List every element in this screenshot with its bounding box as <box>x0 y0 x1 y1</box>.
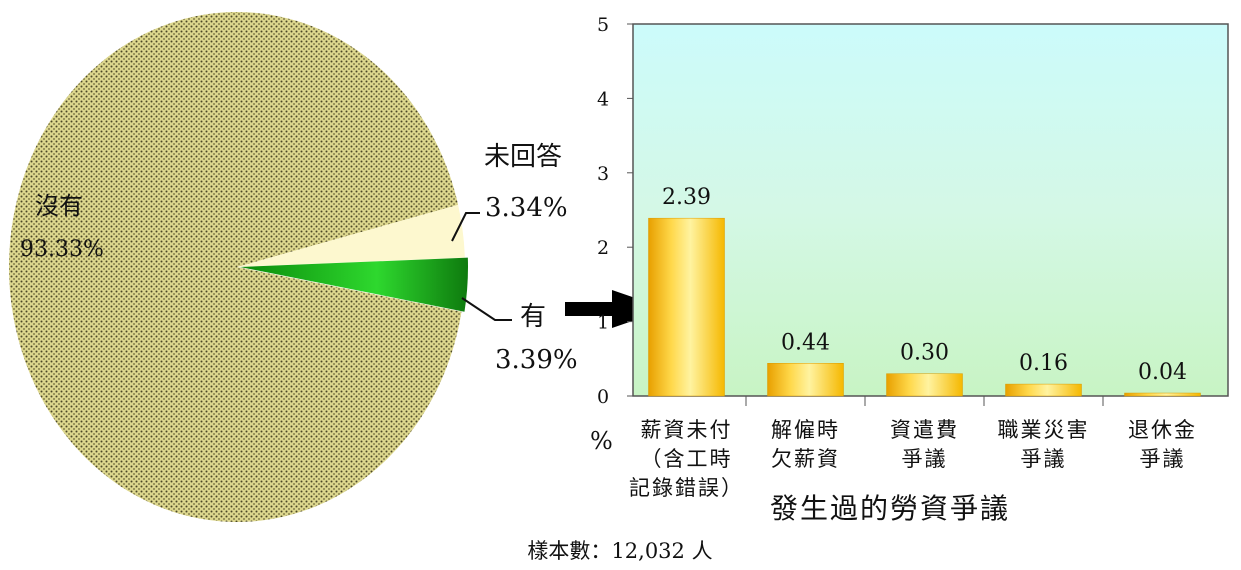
y-tick-label: 5 <box>597 14 609 36</box>
bar-value-label: 0.16 <box>1019 351 1068 376</box>
leader-line-unanswered <box>451 212 480 242</box>
pie-slice-yes <box>240 257 468 312</box>
x-category-label: 欠薪資 <box>771 447 840 471</box>
x-category-label: 爭議 <box>1021 447 1067 471</box>
pie-value-no: 93.33% <box>20 237 104 262</box>
y-tick-label: 3 <box>597 163 609 185</box>
y-tick-label: 0 <box>597 386 609 408</box>
bar-value-label: 2.39 <box>662 185 711 210</box>
pie-label-no: 沒有 <box>35 192 83 220</box>
bar-plot-area <box>632 23 1229 397</box>
y-tick-label: 2 <box>597 237 609 259</box>
bar <box>1124 392 1201 397</box>
x-category-label: 職業災害 <box>998 418 1090 442</box>
x-axis-title: 發生過的勞資爭議 <box>770 492 1010 525</box>
pie-label-yes: 有 <box>520 302 546 332</box>
bar <box>886 373 963 397</box>
bar <box>767 363 844 397</box>
pie-value-yes: 3.39% <box>495 345 578 375</box>
y-axis-label: % <box>590 427 613 455</box>
pie-chart <box>8 12 468 523</box>
y-axis-ticks: 0 1 2 3 4 5 <box>597 14 633 408</box>
bar-series: 2.39 0.44 0.30 0.16 0.04 <box>648 185 1201 397</box>
x-category-label: 解僱時 <box>771 418 840 442</box>
x-category-label: 爭議 <box>1140 447 1186 471</box>
pie-label-unanswered: 未回答 <box>484 142 562 172</box>
x-category-label: 爭議 <box>902 447 948 471</box>
x-category-label: 記錄錯誤） <box>629 476 744 500</box>
bar <box>1005 383 1082 397</box>
sample-size-note: 樣本數：12,032 人 <box>527 539 712 563</box>
y-tick-label: 4 <box>597 88 609 110</box>
bar <box>648 217 725 397</box>
x-category-label: （含工時 <box>641 447 733 471</box>
y-tick-label: 1 <box>597 312 609 334</box>
x-category-label: 薪資未付 <box>641 418 733 442</box>
x-category-label: 退休金 <box>1128 418 1197 442</box>
bar-value-label: 0.04 <box>1138 360 1187 385</box>
pie-slice-unanswered <box>237 204 465 267</box>
pie-value-unanswered: 3.34% <box>485 193 568 223</box>
bar-value-label: 0.30 <box>900 341 949 366</box>
bar-value-label: 0.44 <box>781 330 830 355</box>
pie-slice-no <box>8 12 462 523</box>
x-category-label: 資遣費 <box>890 418 959 442</box>
leader-line-yes <box>461 297 512 321</box>
